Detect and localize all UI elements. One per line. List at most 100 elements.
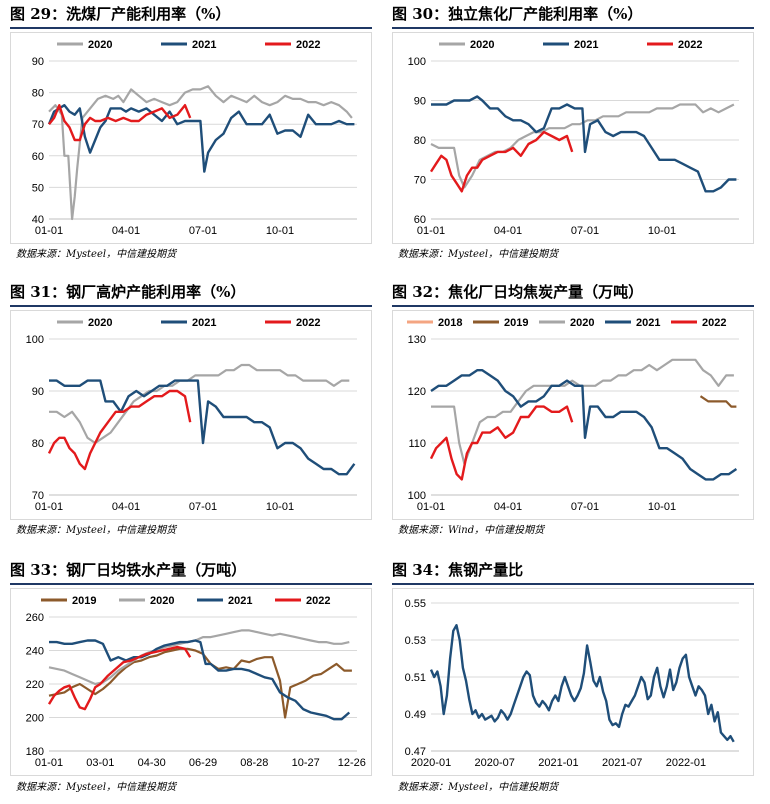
title-rule bbox=[392, 305, 754, 307]
chart-frame: 40 50 60 70 80 90 01-01 04-01 07-01 10-01 2020 2021… bbox=[10, 32, 372, 244]
y-tick-label: 60 bbox=[32, 151, 44, 163]
x-tick-label: 01-01 bbox=[417, 225, 445, 237]
legend-label: 2018 bbox=[438, 317, 462, 329]
legend-label: 2022 bbox=[678, 39, 702, 51]
x-tick-label: 10-01 bbox=[648, 501, 676, 513]
series-line-2022 bbox=[47, 389, 192, 471]
y-tick-label: 40 bbox=[32, 214, 44, 226]
chart-frame: 70 80 90 100 01-01 04-01 07-01 10-01 2020 2021 202… bbox=[10, 310, 372, 520]
x-tick-label: 07-01 bbox=[189, 225, 217, 237]
series-line-2022 bbox=[47, 645, 192, 711]
y-tick-label: 90 bbox=[32, 386, 44, 398]
x-tick-label: 07-01 bbox=[189, 501, 217, 513]
legend-label: 2022 bbox=[296, 317, 320, 329]
series-line-2022 bbox=[429, 405, 574, 481]
series-line-2022 bbox=[429, 130, 574, 193]
x-tick-label: 06-29 bbox=[189, 757, 217, 769]
chart-svg: 70 80 90 100 01-01 04-01 07-01 10-01 2020 2021 202… bbox=[26, 317, 357, 513]
panel-31: 图 31：钢厂高炉产能利用率（%） 70 80 90 100 01-01 04-01 07-… bbox=[10, 280, 372, 548]
source-label: 数据来源： bbox=[398, 249, 448, 260]
legend-label: 2022 bbox=[306, 595, 330, 607]
x-tick-label: 04-01 bbox=[494, 225, 522, 237]
x-tick-label: 03-01 bbox=[86, 757, 114, 769]
source-text: Mysteel，中信建投期货 bbox=[66, 782, 177, 793]
source-label: 数据来源： bbox=[398, 782, 448, 793]
legend-label: 2020 bbox=[88, 317, 112, 329]
y-tick-label: 100 bbox=[26, 334, 44, 346]
y-tick-label: 90 bbox=[414, 96, 426, 108]
panel-32: 图 32：焦化厂日均焦炭产量（万吨） 100 110 120 130 01-01 04-0… bbox=[392, 280, 754, 548]
y-tick-label: 0.49 bbox=[405, 709, 426, 721]
x-tick-label: 07-01 bbox=[571, 501, 599, 513]
y-tick-label: 0.53 bbox=[405, 635, 426, 647]
y-tick-label: 80 bbox=[32, 88, 44, 100]
x-tick-label: 04-01 bbox=[112, 501, 140, 513]
y-tick-label: 70 bbox=[414, 175, 426, 187]
x-tick-label: 2020-07 bbox=[475, 757, 515, 769]
x-tick-label: 04-01 bbox=[494, 501, 522, 513]
source-text: Wind，中信建投期货 bbox=[448, 525, 545, 536]
source-text: Mysteel，中信建投期货 bbox=[66, 249, 177, 260]
y-tick-label: 100 bbox=[408, 490, 426, 502]
y-tick-label: 180 bbox=[26, 746, 44, 758]
y-tick-label: 80 bbox=[32, 438, 44, 450]
y-tick-label: 0.55 bbox=[405, 598, 426, 610]
legend-label: 2021 bbox=[192, 39, 216, 51]
y-tick-label: 80 bbox=[414, 135, 426, 147]
series-line-2021 bbox=[49, 639, 351, 721]
chart-frame: 0.47 0.49 0.51 0.53 0.55 2020-01 2020-07 2021-0… bbox=[392, 588, 754, 776]
x-tick-label: 10-27 bbox=[292, 757, 320, 769]
panel-29: 图 29：洗煤厂产能利用率（%） 40 50 60 70 80 90 01-01 04-01 0… bbox=[10, 2, 372, 270]
series-line-2020 bbox=[430, 103, 735, 189]
series-line-2020 bbox=[49, 363, 350, 445]
legend-label: 2021 bbox=[228, 595, 252, 607]
y-tick-label: 200 bbox=[26, 713, 44, 725]
panel-title: 图 34：焦钢产量比 bbox=[392, 561, 524, 579]
x-tick-label: 10-01 bbox=[266, 501, 294, 513]
panel-title: 图 32：焦化厂日均焦炭产量（万吨） bbox=[392, 283, 644, 301]
y-tick-label: 70 bbox=[32, 119, 44, 131]
legend-label: 2020 bbox=[150, 595, 174, 607]
x-tick-label: 2021-07 bbox=[602, 757, 642, 769]
source-note: 数据来源：Mysteel，中信建投期货 bbox=[16, 245, 176, 260]
legend-label: 2021 bbox=[192, 317, 216, 329]
legend-label: 2019 bbox=[72, 595, 96, 607]
panel-title: 图 30：独立焦化厂产能利用率（%） bbox=[392, 5, 643, 23]
panel-title: 图 33：钢厂日均铁水产量（万吨） bbox=[10, 561, 247, 579]
y-tick-label: 90 bbox=[32, 56, 44, 68]
legend-label: 2020 bbox=[88, 39, 112, 51]
legend-label: 2022 bbox=[702, 317, 726, 329]
series-line-2021 bbox=[47, 103, 355, 173]
y-tick-label: 260 bbox=[26, 612, 44, 624]
source-label: 数据来源： bbox=[16, 249, 66, 260]
title-rule bbox=[10, 583, 372, 585]
x-tick-label: 04-30 bbox=[138, 757, 166, 769]
y-tick-label: 0.47 bbox=[405, 746, 426, 758]
legend-label: 2020 bbox=[570, 317, 594, 329]
x-tick-label: 12-26 bbox=[338, 757, 366, 769]
title-rule bbox=[392, 27, 754, 29]
legend-label: 2021 bbox=[636, 317, 660, 329]
series-line-ratio bbox=[429, 624, 735, 743]
source-note: 数据来源：Mysteel，中信建投期货 bbox=[398, 778, 558, 793]
x-tick-label: 01-01 bbox=[35, 225, 63, 237]
source-note: 数据来源：Wind，中信建投期货 bbox=[398, 521, 544, 536]
panel-30: 图 30：独立焦化厂产能利用率（%） 60 70 80 90 100 01-01 04-01… bbox=[392, 2, 754, 270]
y-tick-label: 60 bbox=[414, 214, 426, 226]
title-rule bbox=[10, 27, 372, 29]
x-tick-label: 07-01 bbox=[571, 225, 599, 237]
x-tick-label: 2021-01 bbox=[538, 757, 578, 769]
chart-frame: 60 70 80 90 100 01-01 04-01 07-01 10-01 2020 2021 2… bbox=[392, 32, 754, 244]
legend-label: 2022 bbox=[296, 39, 320, 51]
source-note: 数据来源：Mysteel，中信建投期货 bbox=[16, 521, 176, 536]
x-tick-label: 2022-01 bbox=[666, 757, 706, 769]
x-tick-label: 10-01 bbox=[266, 225, 294, 237]
x-tick-label: 10-01 bbox=[648, 225, 676, 237]
y-tick-label: 110 bbox=[408, 438, 426, 450]
series-line-2020 bbox=[48, 629, 350, 686]
source-note: 数据来源：Mysteel，中信建投期货 bbox=[398, 245, 558, 260]
y-tick-label: 70 bbox=[32, 490, 44, 502]
y-tick-label: 0.51 bbox=[405, 672, 426, 684]
x-tick-label: 08-28 bbox=[240, 757, 268, 769]
panel-33: 图 33：钢厂日均铁水产量（万吨） 180 200 220 240 260 01-01 03… bbox=[10, 558, 372, 800]
